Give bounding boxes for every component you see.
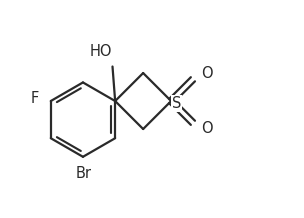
Text: Br: Br	[76, 166, 92, 181]
Text: S: S	[172, 96, 181, 111]
Text: O: O	[202, 66, 213, 82]
Text: O: O	[202, 121, 213, 136]
Text: F: F	[31, 91, 39, 106]
Text: HO: HO	[90, 44, 112, 59]
